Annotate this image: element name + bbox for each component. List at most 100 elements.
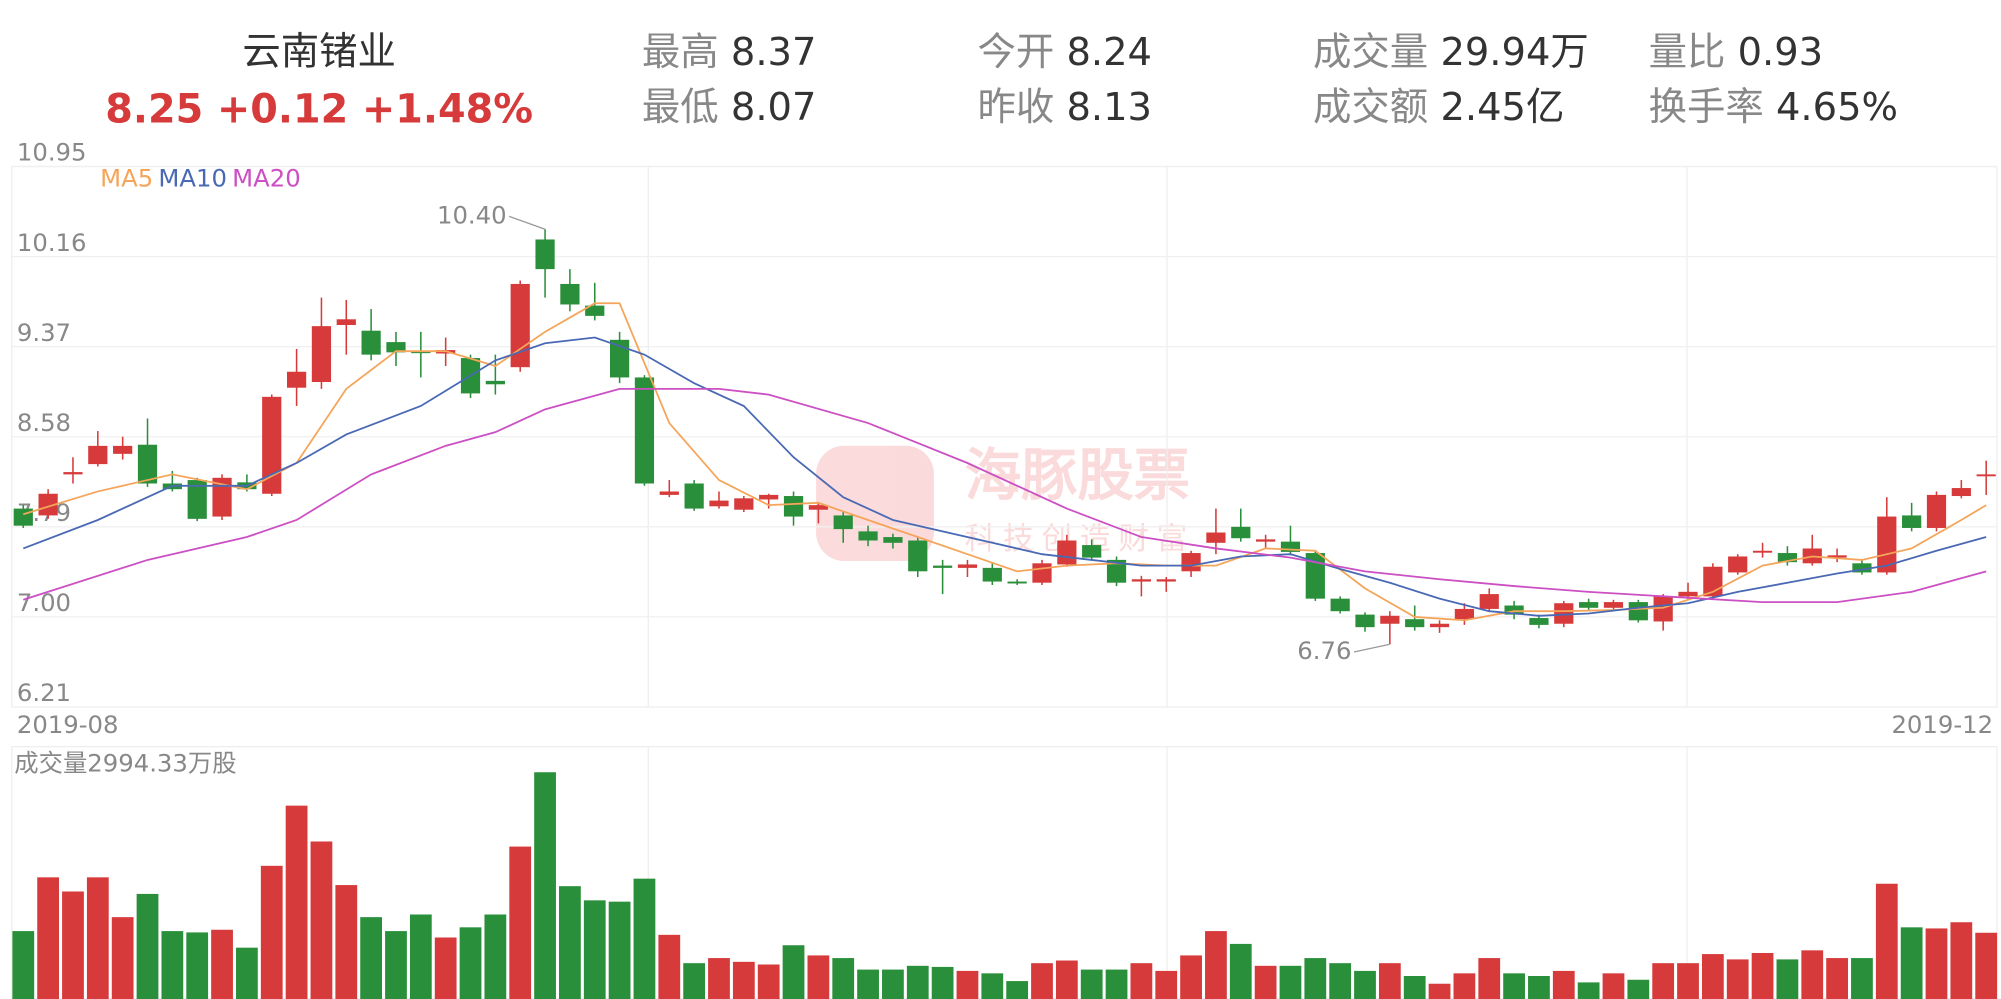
stat-label: 今开 [977,29,1054,74]
volume-bar [12,931,35,999]
annotation: 10.40 [437,200,507,229]
stat-value: 2.45亿 [1440,84,1564,129]
candle-body [1628,602,1648,621]
volume-bar [111,917,134,999]
candle-body [1852,563,1872,573]
candle-body [311,326,332,383]
volume-bar [285,805,308,999]
volume-bar [882,969,904,999]
candle-body [634,377,655,484]
volume-bar [1776,959,1799,999]
change: +0.12 [217,86,348,132]
volume-bar [1900,927,1923,999]
candle-body [609,339,630,378]
y-tick-label: 10.16 [17,228,87,257]
stat: 成交额 2.45亿 [1313,84,1564,129]
candle-body [1976,474,1996,477]
candle-body [734,498,754,510]
volume-bar [1925,928,1948,999]
candle-body [212,477,232,517]
volume-bar [1031,963,1053,999]
candle-body [137,444,158,484]
volume-bar [683,963,706,999]
candle-body [1653,596,1673,622]
volume-title: 成交量2994.33万股 [14,749,236,778]
volume-bar [1950,922,1973,999]
stat: 换手率 4.65% [1649,84,1898,129]
volume-bar [1006,981,1029,999]
candle-body [485,380,505,385]
volume-bar [360,917,383,999]
volume-bar [1726,959,1749,999]
candle-body [684,483,704,509]
volume-bar [1105,969,1128,999]
volume-bar [62,891,84,999]
stat-value: 8.37 [731,29,817,74]
y-tick-label: 10.95 [17,138,87,167]
volume-bar [931,966,954,999]
volume-bar [236,947,258,999]
volume-bar [186,932,209,999]
volume-bar [1528,975,1550,999]
volume-bar [434,937,457,999]
volume-bar [409,914,432,999]
candle-body [982,567,1002,582]
volume-bar [583,900,606,999]
candle-body [1231,526,1251,539]
candle-body [1256,539,1276,542]
volume-bar [1229,943,1252,999]
stat-value: 8.07 [731,84,817,129]
volume-bar [1279,965,1302,999]
candle-body [411,351,431,354]
volume-bar [1652,963,1675,999]
volume-bar [1577,982,1600,999]
volume-bar [906,965,929,999]
stat: 昨收 8.13 [977,84,1152,129]
stat: 最高 8.37 [642,29,817,74]
price-line: 8.25 +0.12 +1.48% [105,86,533,132]
volume-bar [757,964,780,999]
candle-body [1106,559,1127,583]
candle-body [1777,553,1798,563]
volume-bar [484,914,507,999]
annotation: 6.76 [1297,636,1351,665]
candle-body [957,564,978,568]
change-pct: +1.48% [362,86,533,132]
volume-bar [86,877,109,999]
candle-body [1504,605,1524,615]
volume-bar [782,945,805,999]
volume-bar [658,934,681,999]
volume-bar [260,865,283,999]
volume-bar [136,893,159,999]
ma-line [23,302,1987,622]
x-label: 2019-12 [1891,710,1993,739]
volume-bar [335,885,358,999]
candle-body [1529,618,1549,625]
stat: 量比 0.93 [1649,29,1824,74]
volume-bar [981,973,1004,999]
stat-value: 29.94万 [1440,29,1588,74]
volume-bar [1080,969,1103,999]
volume-bar [161,931,184,999]
annotation-leader [1353,643,1390,653]
candle-body [1032,563,1052,583]
ma-line [22,336,1987,617]
volume-bar [1180,955,1202,999]
volume-bar [1975,932,1998,999]
stat-value: 4.65% [1776,84,1898,129]
candle-body [262,396,282,494]
candle-body [38,493,58,516]
candle-body [833,515,853,530]
candle-body [1305,553,1325,599]
stat: 最低 8.07 [642,84,817,129]
volume-bar [732,961,755,999]
candle-body [1181,553,1201,572]
volume-bar [1130,963,1153,999]
candle-body [1678,591,1698,597]
volume-bar [1453,973,1476,999]
candle-body [1057,540,1077,565]
volume-bar [1304,958,1327,999]
volume-bar [1851,958,1873,999]
volume-bar [1875,883,1898,999]
